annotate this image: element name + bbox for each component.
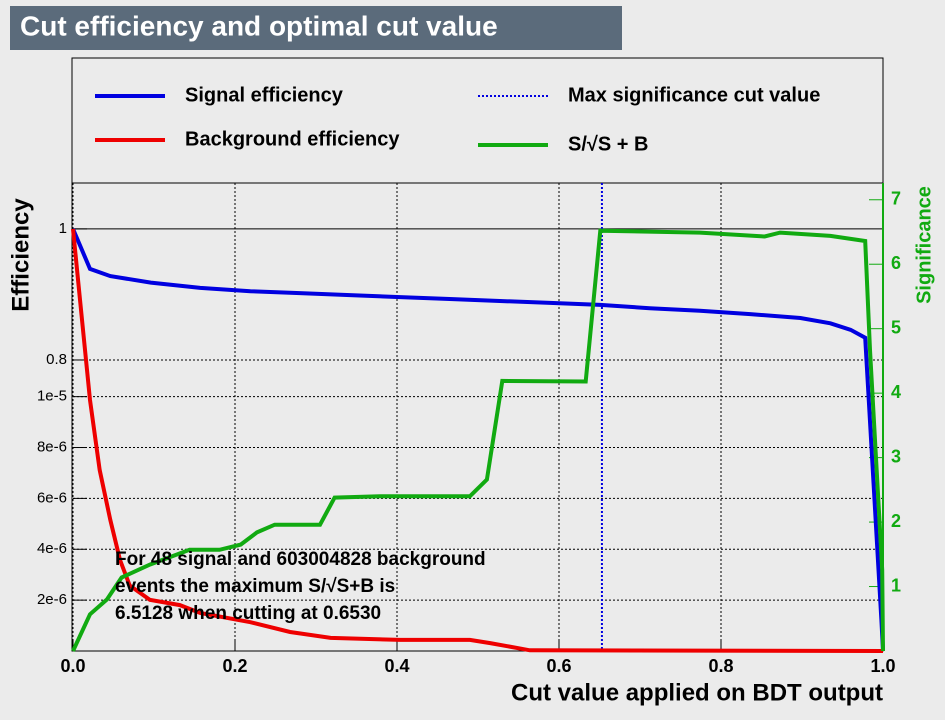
y2-tick-label: 1 <box>891 575 901 595</box>
y2-tick-label: 7 <box>891 189 901 209</box>
x-tick-label: 0.0 <box>60 656 85 676</box>
y-tick-label: 8e-6 <box>37 438 67 455</box>
chart-title: Cut efficiency and optimal cut value <box>20 10 498 41</box>
x-tick-label: 0.6 <box>546 656 571 676</box>
legend-label: Background efficiency <box>185 128 400 150</box>
y2-axis-label: Significance <box>913 186 935 304</box>
series-line <box>71 228 885 651</box>
y2-tick-label: 6 <box>891 253 901 273</box>
y-tick-label: 1e-5 <box>37 388 67 405</box>
legend-box <box>71 57 884 184</box>
y2-tick-label: 2 <box>891 511 901 531</box>
x-tick-label: 1.0 <box>870 656 895 676</box>
annotation: For 48 signal and 603004828 background <box>115 549 486 570</box>
y2-tick-label: 5 <box>891 317 901 337</box>
y-tick-label: 4e-6 <box>37 540 67 557</box>
legend-label: Max significance cut value <box>568 84 820 106</box>
y-tick-label: 2e-6 <box>37 591 67 608</box>
y-tick-label: 0.8 <box>46 351 67 368</box>
title-box <box>10 6 622 50</box>
series-line <box>71 228 885 652</box>
x-tick-label: 0.8 <box>708 656 733 676</box>
series-line <box>71 228 884 653</box>
legend-label: S/√S + B <box>568 133 648 155</box>
y-axis-label: Efficiency <box>7 198 34 312</box>
y2-tick-label: 3 <box>891 446 901 466</box>
annotation: 6.5128 when cutting at 0.6530 <box>115 603 381 624</box>
y-tick-label: 6e-6 <box>37 489 67 506</box>
y-tick-label: 1 <box>59 220 67 237</box>
y2-tick-label: 4 <box>891 382 901 402</box>
legend-label: Signal efficiency <box>185 84 344 106</box>
x-tick-label: 0.2 <box>222 656 247 676</box>
x-tick-label: 0.4 <box>384 656 409 676</box>
x-axis-label: Cut value applied on BDT output <box>511 679 883 706</box>
annotation: events the maximum S/√S+B is <box>115 576 395 597</box>
